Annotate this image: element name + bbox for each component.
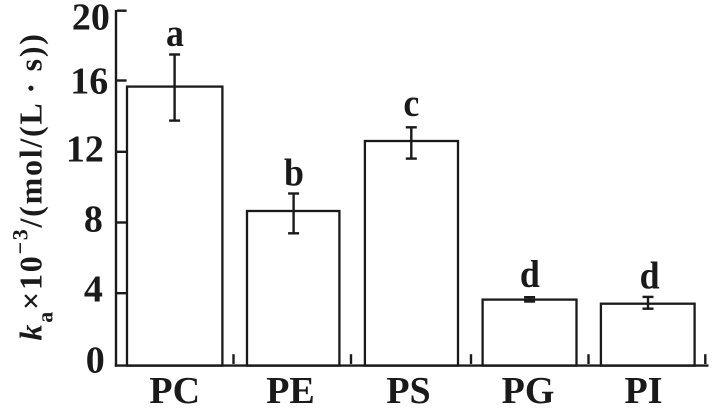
svg-text:PC: PC <box>149 370 200 409</box>
svg-text:PE: PE <box>266 370 315 409</box>
svg-text:d: d <box>520 253 540 296</box>
svg-text:0: 0 <box>86 340 105 382</box>
svg-text:ka×10−3/(mol/(L · s)): ka×10−3/(mol/(L · s)) <box>8 32 58 340</box>
svg-text:4: 4 <box>84 268 103 310</box>
svg-text:c: c <box>403 83 419 126</box>
svg-text:PG: PG <box>502 370 555 409</box>
svg-text:PS: PS <box>386 370 430 409</box>
svg-text:16: 16 <box>70 61 108 103</box>
svg-text:PI: PI <box>625 370 663 409</box>
svg-text:12: 12 <box>66 128 104 170</box>
svg-text:20: 20 <box>72 0 110 39</box>
svg-text:8: 8 <box>84 199 103 241</box>
svg-text:a: a <box>166 13 184 56</box>
svg-text:b: b <box>284 152 304 195</box>
svg-text:d: d <box>640 255 660 298</box>
